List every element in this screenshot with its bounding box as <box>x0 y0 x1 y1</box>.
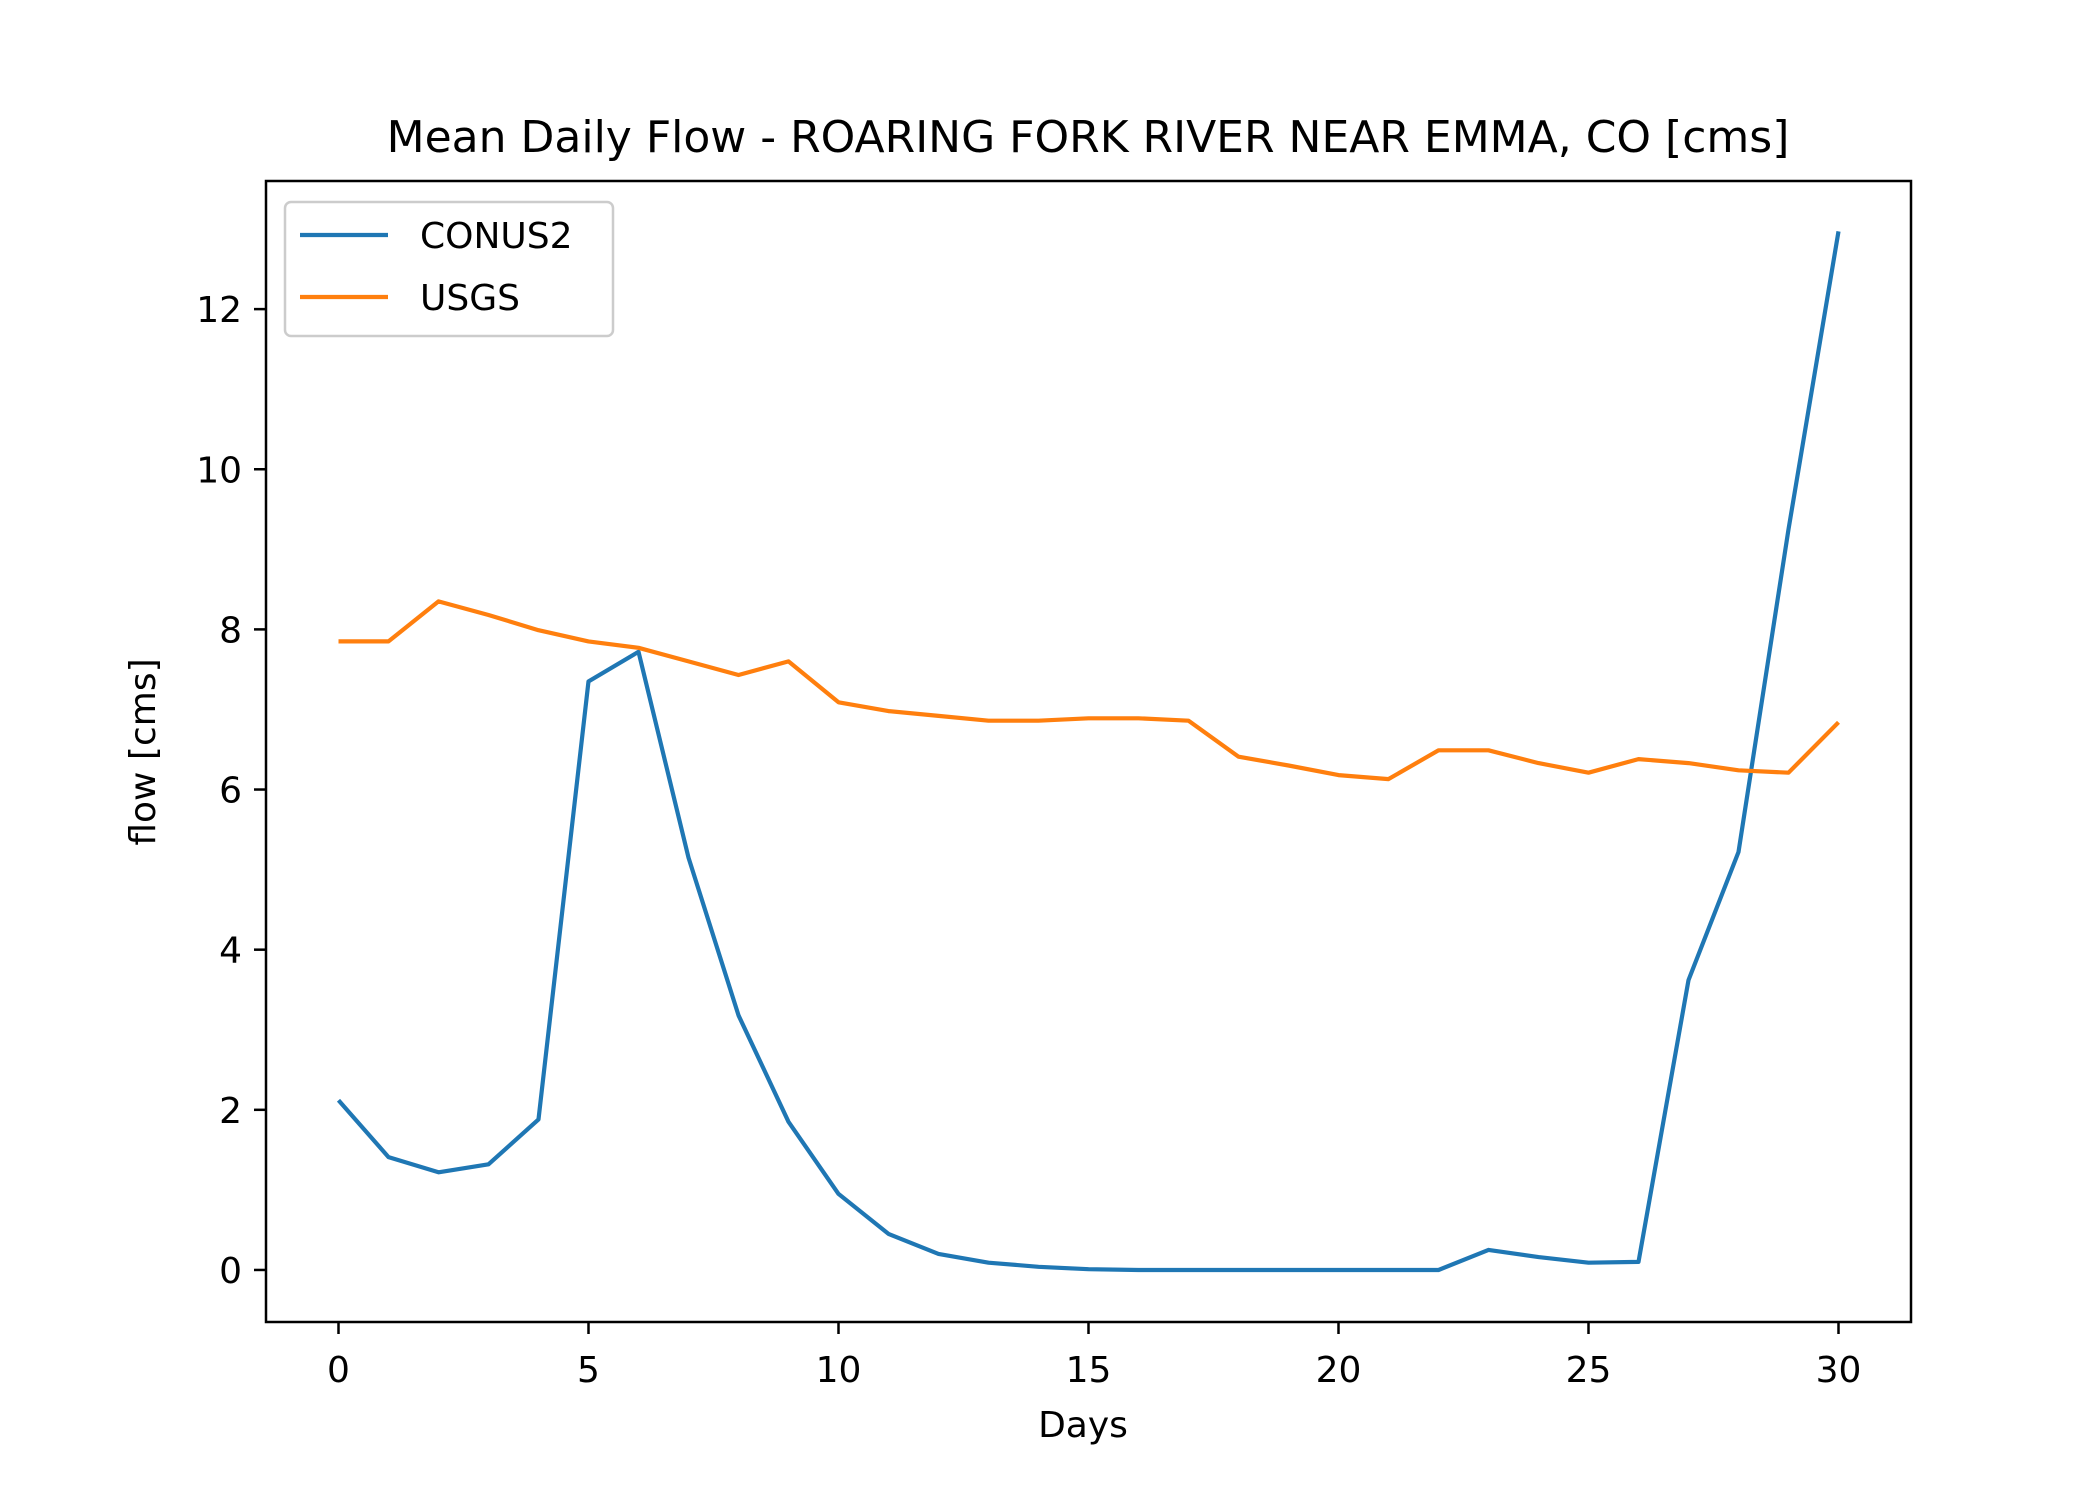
x-tick-label: 0 <box>327 1350 350 1391</box>
y-tick-label: 0 <box>219 1251 242 1292</box>
y-axis: 0 2 4 6 8 10 12 <box>196 290 266 1292</box>
x-tick-label: 20 <box>1316 1350 1362 1391</box>
y-tick-label: 8 <box>219 610 242 651</box>
y-tick-label: 6 <box>219 771 242 812</box>
y-tick-label: 4 <box>219 931 242 972</box>
y-tick-label: 12 <box>196 290 242 331</box>
plot-frame <box>264 179 1913 1324</box>
x-axis: 0 5 10 15 20 25 30 <box>327 1322 1861 1391</box>
x-tick-label: 10 <box>816 1350 862 1391</box>
series-line-usgs <box>338 599 1840 782</box>
series-layer <box>336 231 1841 1273</box>
x-tick-label: 5 <box>577 1350 600 1391</box>
plot-area <box>264 179 1913 1324</box>
x-tick-label: 30 <box>1816 1350 1862 1391</box>
x-tick-label: 25 <box>1566 1350 1612 1391</box>
series-line-conus2 <box>336 231 1841 1273</box>
legend-label-usgs: USGS <box>420 278 520 319</box>
x-tick-label: 15 <box>1066 1350 1112 1391</box>
legend-label-conus2: CONUS2 <box>420 216 573 257</box>
x-axis-label: Days <box>1038 1405 1128 1446</box>
legend: CONUS2 USGS <box>283 200 615 338</box>
chart-title: Mean Daily Flow - ROARING FORK RIVER NEA… <box>387 112 1790 163</box>
y-tick-label: 10 <box>196 450 242 491</box>
y-axis-label: flow [cms] <box>123 658 164 845</box>
y-tick-label: 2 <box>219 1091 242 1132</box>
